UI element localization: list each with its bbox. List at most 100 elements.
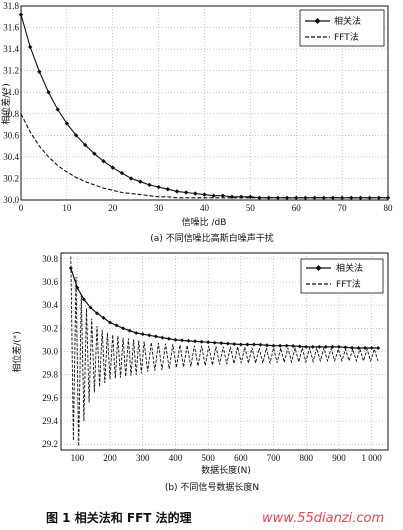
chart-a-series-correlation-point <box>46 90 51 95</box>
chart-b-series-correlation-point <box>251 342 256 347</box>
chart-a-series-correlation-point <box>220 193 226 198</box>
chart-b-caption: (b) 不同信号数据长度N <box>165 481 259 493</box>
chart-b-xtick-label: 200 <box>103 453 117 463</box>
chart-a-ytick-label: 31.4 <box>3 44 19 54</box>
chart-b-series-correlation-point <box>134 330 139 335</box>
chart-a-series-correlation-point <box>64 121 70 126</box>
chart-a-xtick-label: 30 <box>154 203 164 213</box>
chart-a: 0 10 20 30 40 50 60 70 80 30.0 30.2 30.4 30.6 30.8 31.… <box>0 1 393 244</box>
chart-a-plot-frame <box>20 5 389 201</box>
chart-a-xlabel: 信噪比 /dB <box>182 216 227 228</box>
chart-b-series <box>68 256 381 447</box>
chart-b-series-correlation-point <box>317 344 322 349</box>
chart-b-ytick-label: 29.8 <box>42 370 58 380</box>
chart-b-series-correlation-point <box>101 315 106 320</box>
chart-a-series-correlation-point <box>385 195 391 201</box>
chart-b-series-correlation-point <box>310 344 315 349</box>
chart-b-series-correlation-point <box>75 285 80 290</box>
chart-b-series-fft-line <box>70 256 379 447</box>
chart-b-legend-box <box>300 258 384 294</box>
chart-b-series-correlation-point <box>212 340 217 345</box>
chart-a-ytick-label: 30.2 <box>3 173 19 183</box>
chart-b-series-correlation-point <box>140 332 145 337</box>
chart-a-series-correlation-point <box>27 44 33 50</box>
chart-a-series-correlation-point <box>202 192 207 197</box>
chart-b-series-correlation-point <box>304 344 309 349</box>
chart-b-series-correlation-point <box>219 341 224 346</box>
chart-a-ytick-label: 31.0 <box>3 87 19 97</box>
chart-b-series-correlation-point <box>297 344 302 349</box>
chart-b-series-correlation-point <box>153 334 158 339</box>
chart-b-series-correlation-point <box>108 320 113 325</box>
chart-a-series-correlation-point <box>101 159 106 164</box>
chart-b-series-correlation-point <box>376 346 381 351</box>
watermark: www.55dianzi.com <box>262 511 384 526</box>
chart-b-ytick-label: 29.2 <box>42 439 58 449</box>
chart-b-xtick-label: 400 <box>169 453 183 463</box>
chart-a-xtick-label: 60 <box>292 203 302 213</box>
chart-a-series-correlation-point <box>73 133 79 138</box>
chart-a-series-correlation-point <box>193 191 198 196</box>
chart-a-ytick-label: 30.0 <box>3 195 19 205</box>
chart-b-series-correlation-point <box>88 305 93 310</box>
chart-b-series-correlation-point <box>284 343 289 348</box>
chart-b-legend-label-1: 相关法 <box>336 262 363 274</box>
chart-b-series-correlation-point <box>278 343 283 348</box>
chart-a-series-correlation-point <box>367 195 372 201</box>
chart-a-xtick-label: 70 <box>338 203 348 213</box>
chart-b-plot-frame <box>60 252 389 451</box>
chart-a-series-correlation-point <box>37 69 42 74</box>
chart-a-series-correlation-point <box>266 195 271 201</box>
chart-a-legend-box <box>299 9 385 47</box>
chart-a-xtick-label: 20 <box>108 203 118 213</box>
chart-a-ytick-label: 31.2 <box>3 66 19 76</box>
chart-a-ytick-label: 30.4 <box>3 152 19 162</box>
chart-b-ytick-label: 30.0 <box>42 347 58 357</box>
chart-b-series-correlation-point <box>160 335 165 340</box>
chart-b-xtick-label: 300 <box>136 453 150 463</box>
chart-a-series-correlation-point <box>183 190 189 195</box>
chart-b-ytick-label: 29.4 <box>42 416 58 426</box>
chart-b-xtick-label: 700 <box>267 453 281 463</box>
chart-b-series-correlation-point <box>336 344 341 349</box>
chart-b-series-correlation-point <box>225 341 230 346</box>
chart-a-series-correlation-point <box>248 194 253 199</box>
figure-title: 图 1 相关法和 FFT 法的理 <box>46 510 192 525</box>
chart-b-series-correlation-point <box>291 343 296 348</box>
chart-a-ticks: 0 10 20 30 40 50 60 70 80 30.0 30.2 30.4 30.6 30.8 31.… <box>3 1 393 213</box>
chart-b-ytick-label: 30.4 <box>42 300 58 310</box>
chart-a-series-correlation-point <box>55 107 60 112</box>
chart-a-legend: 相关法 FFT法 <box>299 9 385 47</box>
chart-a-series-correlation-point <box>147 182 152 188</box>
chart-a-legend-marker-1 <box>314 18 321 24</box>
chart-b-xtick-label: 1 000 <box>362 453 383 463</box>
chart-b-series-correlation-point <box>199 339 204 344</box>
chart-b-series-correlation-point <box>121 326 126 331</box>
chart-b-series-correlation-point <box>258 342 263 347</box>
chart-b-series-correlation-point <box>265 343 270 348</box>
chart-b-series-correlation-point <box>81 297 86 302</box>
chart-b-ytick-label: 30.6 <box>42 277 58 287</box>
chart-b-legend: 相关法 FFT法 <box>300 258 384 294</box>
chart-a-series-correlation-point <box>174 189 180 194</box>
chart-b-series-correlation-point <box>343 345 348 350</box>
chart-a-series-correlation-point <box>18 12 24 17</box>
chart-a-legend-label-1: 相关法 <box>334 15 361 27</box>
chart-a-series-correlation-point <box>211 193 216 198</box>
chart-a-xtick-label: 40 <box>200 203 210 213</box>
chart-a-series-correlation-point <box>92 151 97 156</box>
chart-b-series-correlation-point <box>206 340 211 345</box>
chart-b-legend-marker-1 <box>315 265 322 271</box>
chart-b-xtick-label: 900 <box>332 453 346 463</box>
chart-a-series-correlation-point <box>165 187 170 192</box>
chart-a-series-correlation-point <box>128 176 134 181</box>
chart-a-legend-label-2: FFT法 <box>334 31 359 43</box>
chart-b-series-correlation-point <box>238 342 243 347</box>
chart-b-series-correlation-point <box>94 311 99 316</box>
chart-a-ytick-label: 31.8 <box>3 1 19 11</box>
chart-b-series-correlation-point <box>114 323 119 328</box>
chart-b-series-correlation-point <box>147 333 152 338</box>
chart-b-series-correlation-point <box>127 328 132 333</box>
chart-b-series-correlation-point <box>369 346 374 351</box>
